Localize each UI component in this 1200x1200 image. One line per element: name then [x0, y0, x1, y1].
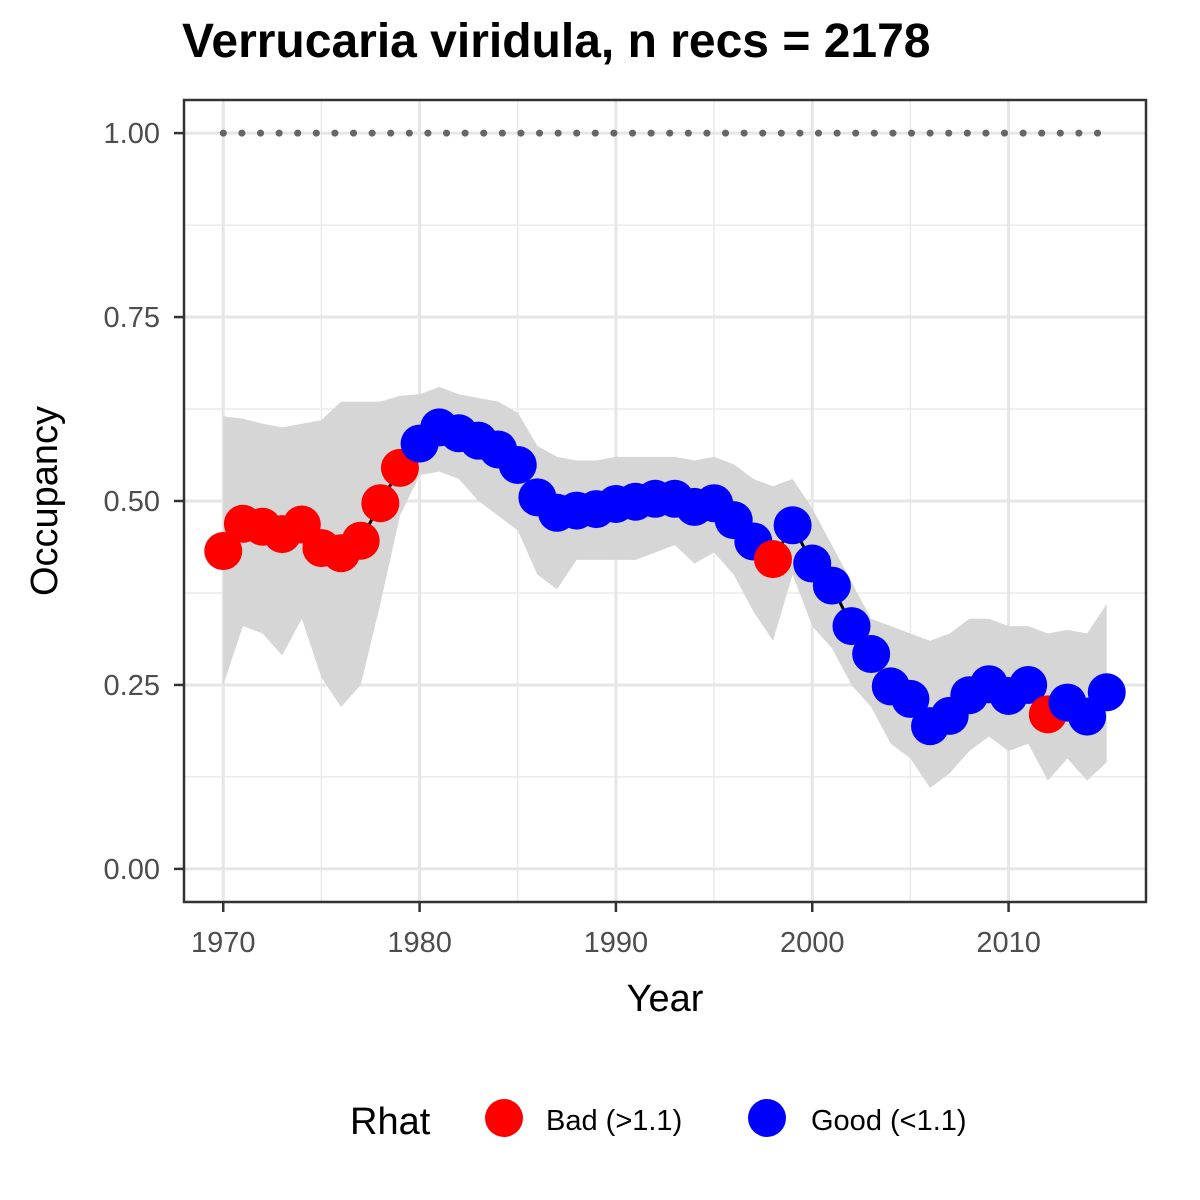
data-point	[1009, 665, 1048, 704]
y-tick-label: 0.50	[104, 486, 160, 518]
x-tick-label: 2010	[976, 927, 1041, 959]
data-point	[812, 566, 851, 605]
chart-title: Verrucaria viridula, n recs = 2178	[182, 15, 931, 68]
data-point	[832, 607, 871, 646]
y-tick-label: 0.75	[104, 302, 160, 334]
data-point	[773, 506, 812, 545]
data-point	[498, 445, 537, 484]
x-tick-label: 1980	[387, 927, 452, 959]
data-point	[753, 540, 792, 579]
axes-layer: 1970 1980 1990 2000 2010 0.00 0.25 0.50 0.75 1.00…	[24, 118, 1041, 1020]
legend-title: Rhat	[350, 1101, 431, 1143]
y-tick-label: 0.25	[104, 670, 160, 702]
y-axis-title: Occupancy	[24, 406, 66, 596]
y-tick-label: 1.00	[104, 118, 160, 150]
data-point	[341, 521, 380, 560]
legend-key-good	[748, 1099, 786, 1137]
legend-label-bad: Bad (>1.1)	[546, 1105, 682, 1137]
x-tick-label: 2000	[780, 927, 845, 959]
data-point	[1087, 673, 1126, 712]
data-point	[361, 484, 400, 523]
x-tick-label: 1970	[191, 927, 256, 959]
data-point	[891, 679, 930, 718]
legend: Rhat Bad (>1.1) Good (<1.1)	[350, 1099, 967, 1143]
x-axis-title: Year	[627, 978, 704, 1020]
legend-label-good: Good (<1.1)	[811, 1105, 967, 1137]
data-points-layer	[204, 408, 1126, 746]
data-point	[204, 532, 243, 571]
y-tick-label: 0.00	[104, 854, 160, 886]
data-point	[852, 635, 891, 674]
legend-key-bad	[485, 1099, 523, 1137]
x-tick-label: 1990	[584, 927, 649, 959]
